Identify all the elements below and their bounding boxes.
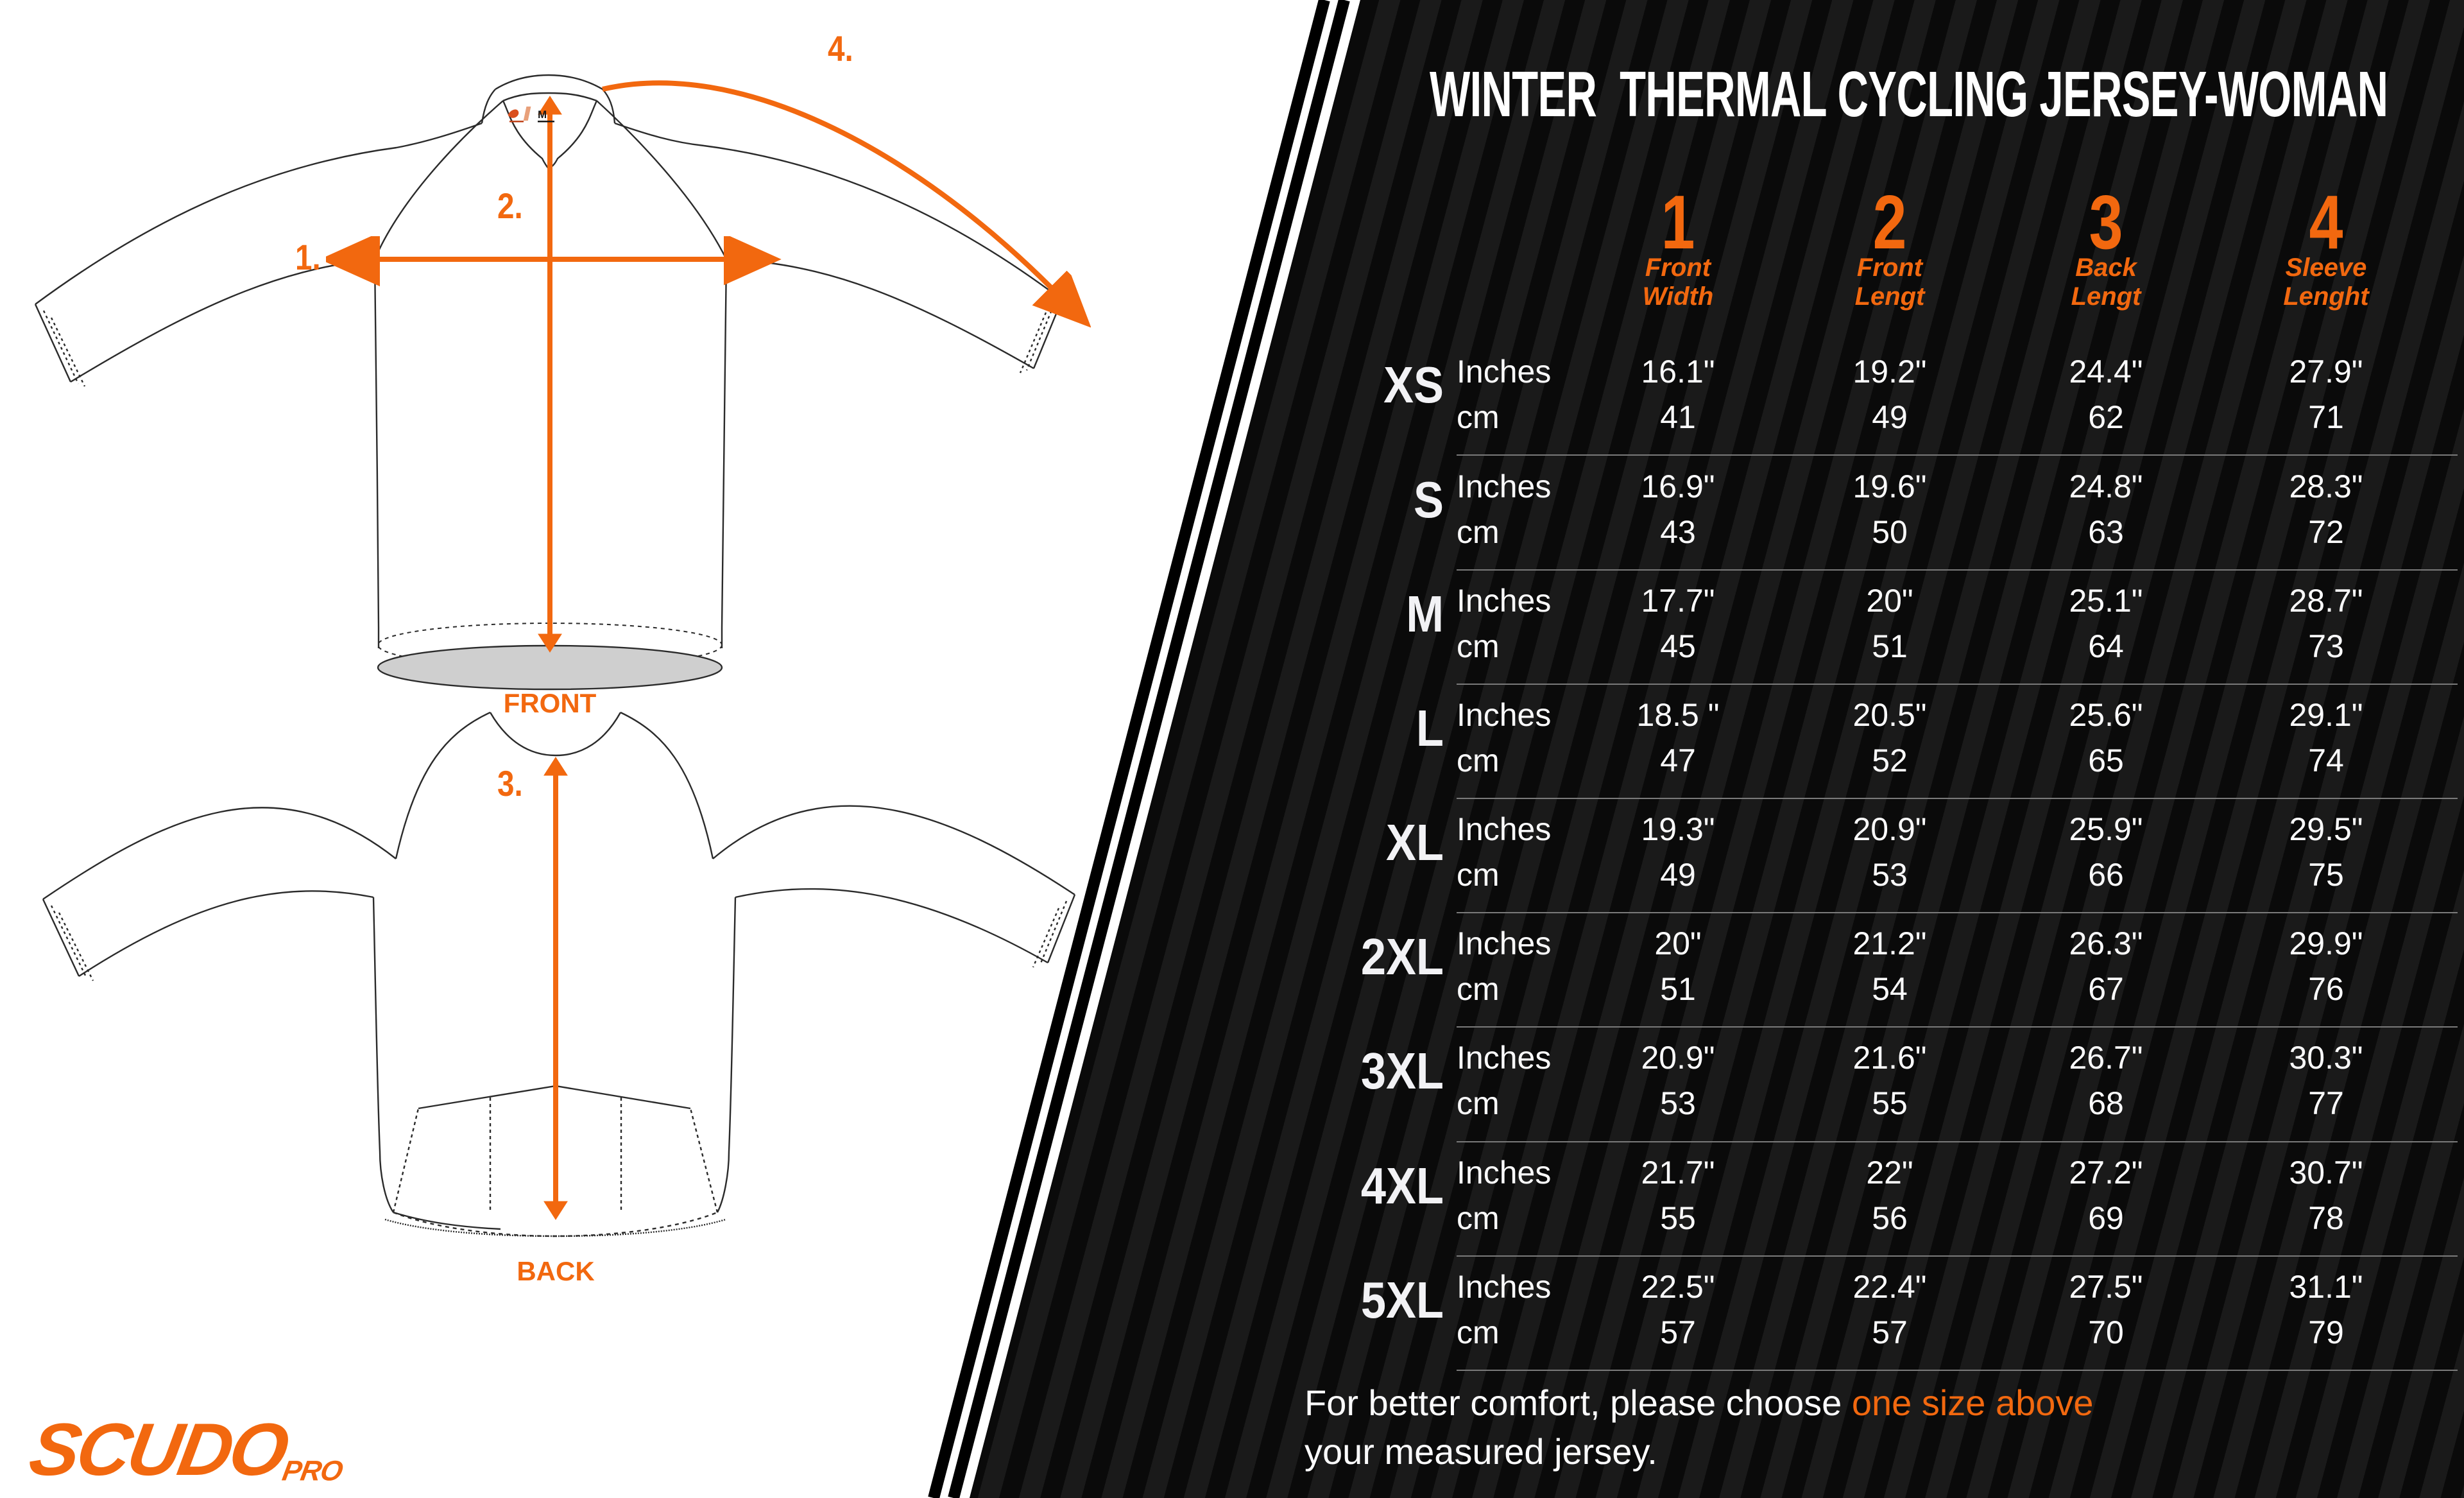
svg-text:M: M xyxy=(538,108,547,121)
svg-text:FRONT: FRONT xyxy=(504,688,597,718)
svg-text:2.: 2. xyxy=(497,186,523,226)
svg-text:4.: 4. xyxy=(828,29,853,69)
svg-text:1.: 1. xyxy=(295,237,321,277)
